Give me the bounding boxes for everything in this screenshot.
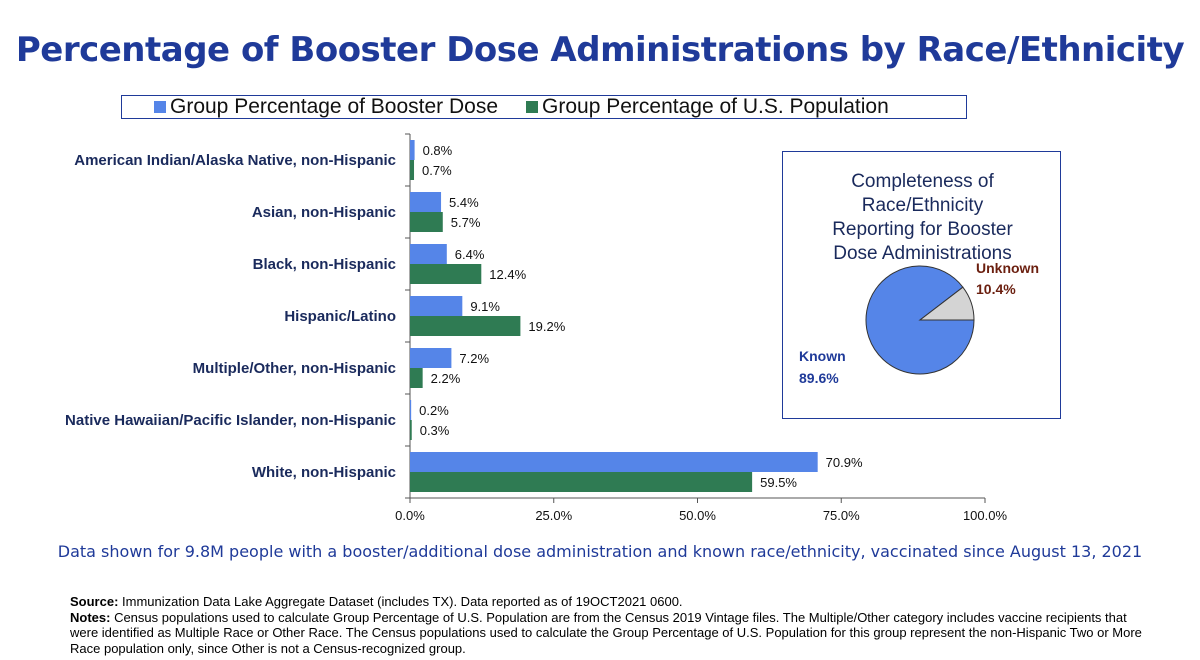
bar-population — [410, 472, 753, 492]
data-label-population: 12.4% — [489, 267, 526, 282]
data-label-booster: 0.2% — [419, 403, 449, 418]
x-tick-label: 75.0% — [823, 508, 860, 523]
data-label-population: 19.2% — [528, 319, 565, 334]
data-label-booster: 6.4% — [455, 247, 485, 262]
data-label-population: 2.2% — [431, 371, 461, 386]
bar-chart: 0.0% 25.0% 50.0% 75.0% 100.0% American Indian… — [65, 133, 1008, 523]
legend-swatch-booster — [154, 101, 166, 113]
notes-text: Census populations used to calculate Gro… — [70, 609, 1142, 656]
x-tick-label: 0.0% — [395, 508, 425, 523]
x-tick-label: 50.0% — [679, 508, 716, 523]
bar-booster — [410, 140, 415, 160]
bar-booster — [410, 296, 463, 316]
bar-population — [410, 264, 482, 284]
bar-booster — [410, 400, 412, 420]
source-notes: Source: Immunization Data Lake Aggregate… — [70, 594, 1150, 656]
source-line: Source: Immunization Data Lake Aggregate… — [70, 594, 1150, 610]
bar-booster — [410, 244, 447, 264]
inset-title: Completeness of Race/Ethnicity Reporting… — [783, 170, 1062, 266]
data-label-booster: 70.9% — [826, 455, 863, 470]
completeness-inset: Completeness of Race/Ethnicity Reporting… — [782, 151, 1061, 419]
legend-item-population: Group Percentage of U.S. Population — [526, 95, 889, 119]
legend-item-booster: Group Percentage of Booster Dose — [154, 95, 498, 119]
notes-label: Notes: — [70, 609, 111, 625]
inset-title-line: Completeness of — [851, 171, 994, 192]
category-label: Hispanic/Latino — [284, 308, 396, 325]
category-label: Multiple/Other, non-Hispanic — [193, 360, 396, 377]
category-label: Asian, non-Hispanic — [252, 204, 396, 221]
category-label: White, non-Hispanic — [252, 464, 396, 481]
pie-label-known-name: Known — [799, 348, 846, 364]
data-label-booster: 7.2% — [459, 351, 489, 366]
category-label: Black, non-Hispanic — [253, 256, 396, 273]
pie-label-known-value: 89.6% — [799, 370, 839, 386]
bar-booster — [410, 452, 818, 472]
chart-legend: Group Percentage of Booster Dose Group P… — [121, 95, 967, 119]
legend-label-booster: Group Percentage of Booster Dose — [170, 95, 499, 118]
inset-title-line: Reporting for Booster — [832, 219, 1013, 240]
data-label-booster: 5.4% — [449, 195, 479, 210]
data-label-population: 5.7% — [451, 215, 481, 230]
x-tick-label: 25.0% — [535, 508, 572, 523]
bar-population — [410, 368, 423, 388]
pie-label-unknown-name: Unknown — [976, 260, 1039, 276]
completeness-pie: Unknown 10.4% Known 89.6% — [799, 260, 1039, 386]
bar-population — [410, 160, 415, 180]
inset-title-line: Dose Administrations — [833, 243, 1012, 264]
data-label-booster: 9.1% — [470, 299, 500, 314]
bar-booster — [410, 192, 442, 212]
data-label-booster: 0.8% — [423, 143, 453, 158]
data-label-population: 0.3% — [420, 423, 450, 438]
notes-line: Notes: Census populations used to calcul… — [70, 610, 1150, 657]
data-footnote: Data shown for 9.8M people with a booste… — [57, 542, 1143, 561]
inset-title-line: Race/Ethnicity — [861, 195, 984, 216]
legend-swatch-population — [526, 101, 539, 113]
bar-population — [410, 420, 412, 440]
source-label: Source: — [70, 594, 119, 609]
bar-population — [410, 212, 443, 232]
category-label: Native Hawaiian/Pacific Islander, non-Hi… — [65, 412, 396, 429]
bar-booster — [410, 348, 452, 368]
pie-label-unknown-value: 10.4% — [976, 281, 1016, 297]
x-tick-label: 100.0% — [963, 508, 1008, 523]
bar-population — [410, 316, 521, 336]
category-label: American Indian/Alaska Native, non-Hispa… — [74, 152, 396, 169]
data-label-population: 59.5% — [760, 475, 797, 490]
source-text: Immunization Data Lake Aggregate Dataset… — [118, 594, 683, 609]
legend-label-population: Group Percentage of U.S. Population — [542, 95, 889, 118]
pie-slice-unknown — [918, 286, 975, 321]
data-label-population: 0.7% — [422, 163, 452, 178]
chart-title: Percentage of Booster Dose Administratio… — [15, 30, 1185, 70]
